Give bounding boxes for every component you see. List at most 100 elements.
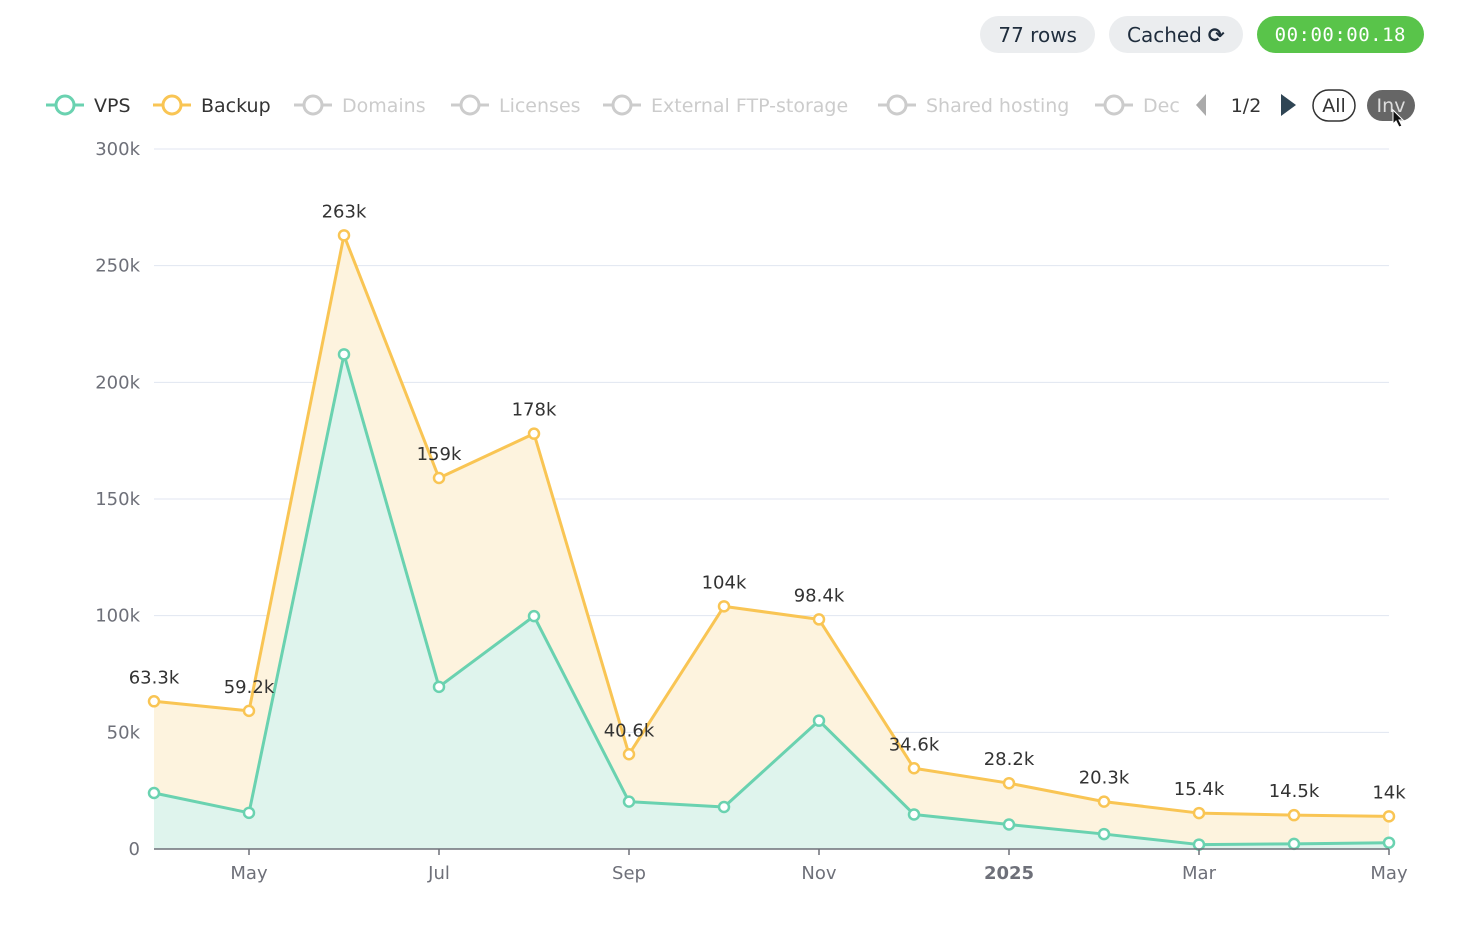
legend-circle-icon — [1103, 94, 1125, 116]
chart-legend: VPS Backup Domains Licenses External FTP-sto… — [46, 89, 1415, 128]
legend-prev-page-icon[interactable] — [1196, 94, 1206, 116]
legend-inverse-button[interactable]: Inv — [1367, 90, 1415, 121]
data-point-backup[interactable] — [907, 762, 921, 775]
legend-item-domains[interactable]: Domains — [294, 94, 426, 117]
mouse-cursor-icon — [1392, 108, 1405, 128]
all-button-shape — [1312, 89, 1356, 122]
data-point-vps[interactable] — [337, 348, 351, 361]
y-tick-label: 250k — [95, 256, 140, 277]
data-label: 40.6k — [604, 720, 655, 741]
data-point-backup[interactable] — [717, 600, 731, 613]
chart-lines — [153, 233, 1390, 847]
data-point-vps[interactable] — [1192, 838, 1206, 851]
inv-button-label: Inv — [1377, 95, 1406, 117]
x-tick-label: Nov — [801, 863, 836, 884]
data-point-backup[interactable] — [1382, 810, 1396, 823]
series-line-vps — [153, 352, 1390, 847]
row-count-text: 77 rows — [998, 22, 1077, 47]
legend-label: Backup — [201, 95, 271, 117]
data-label: 159k — [417, 444, 462, 465]
legend-item-dec[interactable]: Dec — [1095, 94, 1180, 117]
legend-page-indicator: 1/2 — [1231, 95, 1262, 117]
area-vps — [154, 354, 1389, 849]
chart-areas — [154, 235, 1389, 849]
data-point-vps[interactable] — [907, 808, 921, 821]
row-count-badge: 77 rows — [980, 16, 1095, 53]
legend-circle-icon — [54, 94, 76, 116]
data-point-vps[interactable] — [242, 806, 256, 820]
chart-points — [147, 229, 1396, 851]
legend-label: Licenses — [499, 95, 581, 117]
legend-next-page-icon[interactable] — [1281, 94, 1296, 116]
data-point-vps[interactable] — [432, 680, 446, 694]
data-point-backup[interactable] — [337, 229, 351, 242]
legend-select-all-button[interactable]: All — [1312, 89, 1356, 122]
cached-button[interactable]: Cached ⟳ — [1108, 16, 1243, 53]
data-point-vps[interactable] — [1002, 818, 1016, 831]
data-point-vps[interactable] — [527, 609, 541, 623]
data-point-backup[interactable] — [242, 704, 256, 718]
legend-label: Shared hosting — [926, 95, 1069, 117]
data-point-backup[interactable] — [1097, 795, 1111, 808]
data-label: 20.3k — [1079, 768, 1130, 789]
toolbar: 77 rows Cached ⟳ 00:00:00.18 — [980, 16, 1424, 53]
x-tick-label: Jul — [427, 863, 450, 884]
elapsed-time-text: 00:00:00.18 — [1274, 23, 1406, 46]
data-point-backup[interactable] — [432, 471, 446, 485]
y-tick-label: 150k — [95, 489, 140, 510]
data-label: 104k — [702, 572, 747, 593]
data-point-backup[interactable] — [147, 695, 161, 708]
series-line-backup — [153, 233, 1390, 818]
x-axis: May Jul Sep Nov 2025 Mar May — [154, 848, 1408, 884]
data-label: 178k — [512, 400, 557, 421]
y-tick-label: 50k — [107, 722, 141, 743]
legend-item-licenses[interactable]: Licenses — [451, 94, 581, 117]
cached-label: Cached — [1126, 22, 1202, 47]
legend-item-shared-hosting[interactable]: Shared hosting — [878, 94, 1069, 117]
data-point-backup[interactable] — [1192, 806, 1206, 820]
refresh-icon: ⟳ — [1207, 22, 1225, 47]
data-label: 15.4k — [1174, 779, 1225, 800]
data-point-vps[interactable] — [812, 714, 826, 727]
data-label: 14k — [1372, 782, 1406, 803]
all-button-label: All — [1322, 95, 1346, 117]
data-point-backup[interactable] — [1002, 776, 1016, 790]
area-backup — [154, 235, 1389, 845]
x-tick-label: May — [230, 863, 268, 884]
legend-circle-icon — [302, 94, 324, 116]
legend-item-vps[interactable]: VPS — [46, 94, 131, 117]
data-point-vps[interactable] — [1382, 836, 1396, 849]
data-point-vps[interactable] — [1287, 837, 1301, 851]
inv-button-shape — [1367, 90, 1415, 121]
legend-label: VPS — [94, 95, 131, 117]
data-label: 263k — [322, 201, 367, 222]
data-label: 14.5k — [1269, 781, 1320, 802]
data-point-vps[interactable] — [717, 800, 731, 814]
y-tick-label: 100k — [95, 606, 140, 627]
legend-circle-icon — [459, 94, 481, 116]
legend-item-external-ftp-storage[interactable]: External FTP-storage — [603, 94, 848, 117]
data-point-backup[interactable] — [1287, 808, 1301, 822]
data-label: 28.2k — [984, 749, 1035, 770]
x-tick-label: May — [1370, 863, 1408, 884]
y-tick-label: 200k — [95, 372, 140, 393]
data-point-backup[interactable] — [622, 748, 636, 761]
data-point-backup[interactable] — [812, 613, 826, 626]
chart-data-labels: 63.3k 59.2k 263k 159k 178k 40.6k 104k 98.4k 34.6… — [129, 201, 1406, 803]
data-label: 34.6k — [889, 734, 940, 755]
y-axis: 0 50k 100k 150k 200k 250k 300k — [95, 139, 140, 860]
data-point-backup[interactable] — [527, 427, 541, 440]
elapsed-time-badge: 00:00:00.18 — [1256, 16, 1424, 53]
legend-circle-icon — [886, 94, 908, 116]
data-point-vps[interactable] — [622, 795, 636, 808]
legend-label: Dec — [1143, 95, 1180, 117]
legend-item-backup[interactable]: Backup — [153, 94, 271, 117]
data-label: 59.2k — [224, 677, 275, 698]
legend-label: Domains — [342, 95, 426, 117]
legend-circle-icon — [161, 94, 183, 116]
y-tick-label: 0 — [129, 839, 140, 860]
x-tick-label: Mar — [1182, 863, 1217, 884]
data-point-vps[interactable] — [1097, 827, 1111, 841]
data-point-vps[interactable] — [147, 786, 161, 800]
